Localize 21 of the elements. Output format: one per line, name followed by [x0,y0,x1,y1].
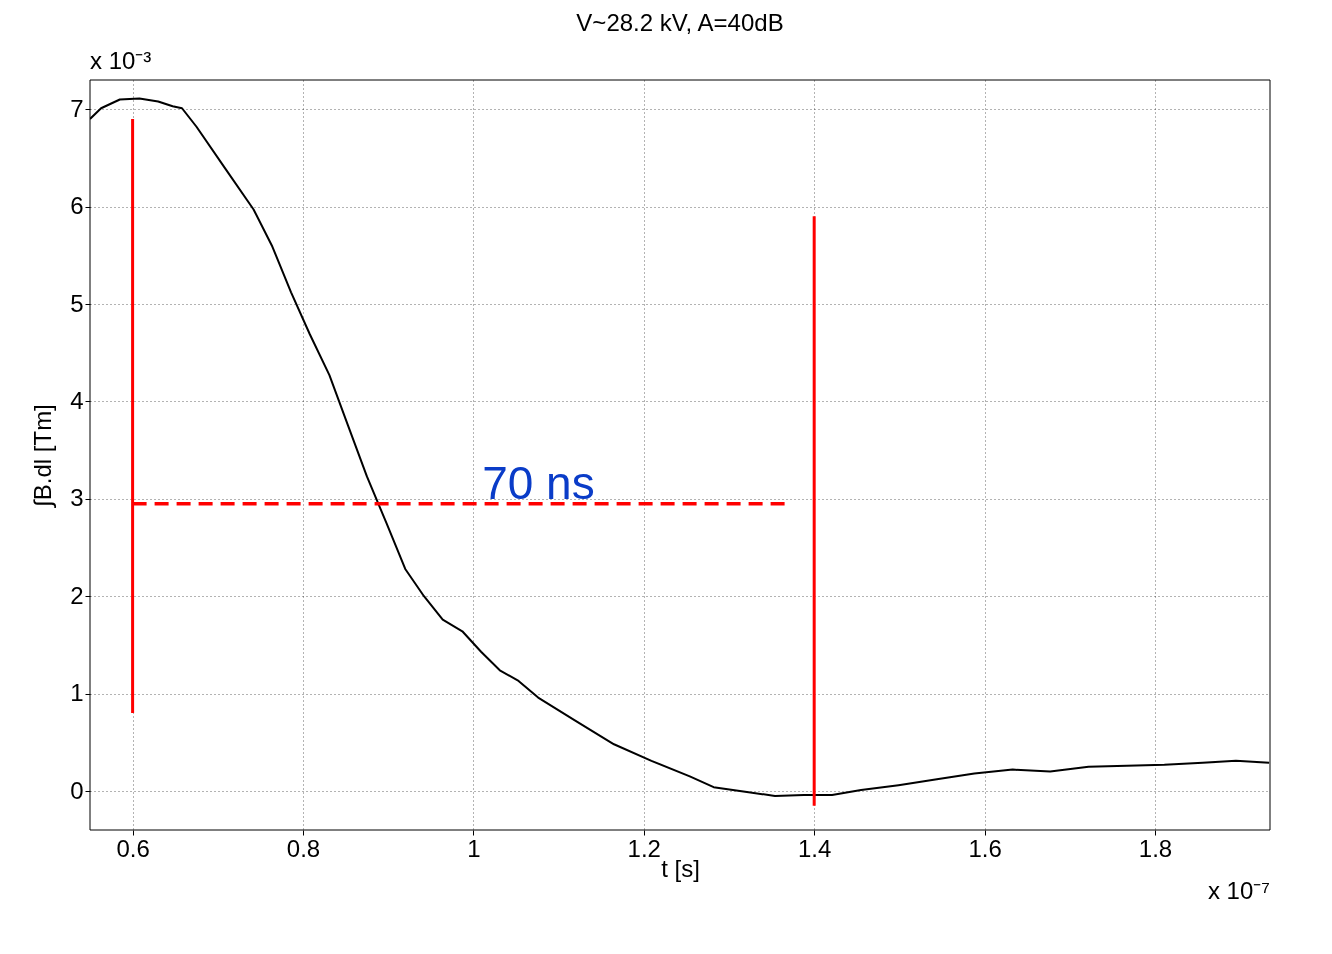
y-tick-label: 4 [70,386,84,414]
y-axis-title: ∫B.dl [Tm] [29,404,58,509]
y-tick-label: 2 [70,581,84,609]
x-tick-label: 0.8 [286,834,321,862]
y-tick-label: 5 [70,289,84,317]
y-tick-label: 6 [70,192,84,220]
y-tick-label: 3 [70,484,84,512]
x-tick-label: 1 [467,834,481,862]
chart-title: V~28.2 kV, A=40dB [576,9,784,36]
x-tick-label: 1.2 [627,834,661,862]
x-tick-label: 1.6 [968,834,1002,862]
text: x 10⁻³ [90,47,152,74]
x-tick-label: 1.8 [1138,834,1173,862]
y-tick-label: 0 [70,776,84,804]
annotation: 70 ns [482,457,595,509]
y-tick-label: 7 [70,94,84,122]
x-tick-label: 1.4 [798,834,832,862]
x-tick-label: 0.6 [116,834,150,862]
x-axis-title: t [s] [661,854,700,882]
text: x 10⁻⁷ [1207,877,1270,904]
y-tick-label: 1 [70,679,84,707]
